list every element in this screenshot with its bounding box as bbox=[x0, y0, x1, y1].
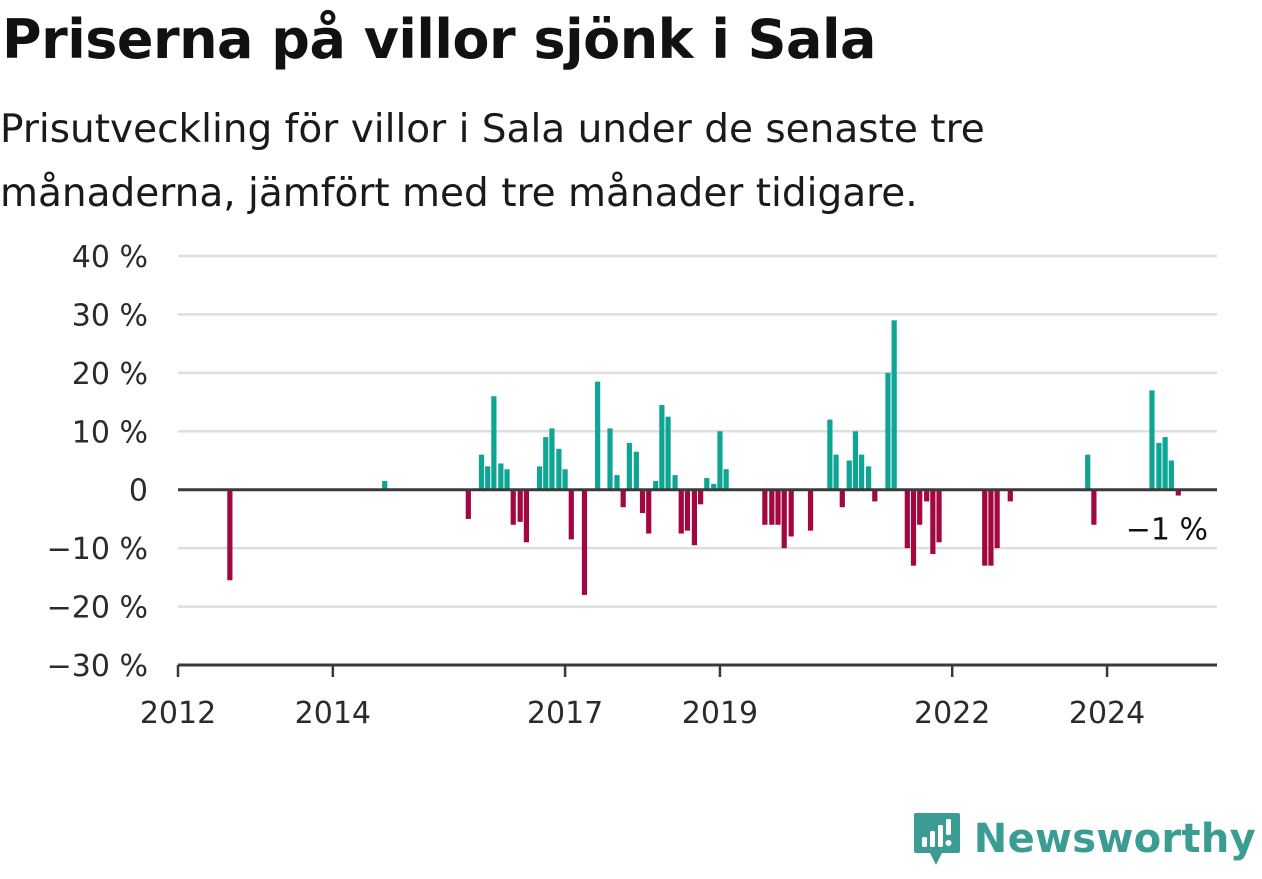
bar bbox=[988, 489, 994, 566]
y-tick-label: −30 % bbox=[47, 649, 148, 684]
y-tick-label: 0 bbox=[129, 474, 148, 509]
bar bbox=[491, 396, 497, 490]
bar bbox=[562, 469, 568, 490]
bar bbox=[595, 381, 601, 490]
bar bbox=[866, 466, 872, 490]
bar bbox=[885, 372, 891, 490]
bar bbox=[684, 489, 691, 531]
bar bbox=[781, 489, 787, 549]
bar bbox=[568, 489, 574, 540]
x-tick-label: 2017 bbox=[527, 696, 603, 731]
bar bbox=[1162, 437, 1168, 490]
gridlines bbox=[178, 254, 1217, 608]
bar bbox=[788, 489, 794, 537]
bar bbox=[1168, 460, 1174, 490]
bar bbox=[543, 437, 549, 490]
bar bbox=[762, 489, 768, 525]
bar bbox=[626, 442, 632, 490]
bar bbox=[678, 489, 684, 534]
x-tick-label: 2022 bbox=[914, 696, 990, 731]
bar bbox=[839, 489, 845, 508]
last-value-label: −1 % bbox=[1126, 513, 1208, 548]
bar bbox=[982, 489, 988, 566]
brand-logo: Newsworthy bbox=[912, 811, 1256, 867]
bar bbox=[775, 489, 781, 525]
bar bbox=[498, 463, 504, 490]
newsworthy-logo-icon bbox=[913, 813, 960, 865]
bar bbox=[659, 404, 665, 490]
bar bbox=[1156, 442, 1162, 490]
y-tick-label: 20 % bbox=[72, 357, 148, 392]
bar bbox=[382, 480, 388, 490]
bar bbox=[633, 451, 639, 490]
bar bbox=[691, 489, 698, 546]
bar bbox=[994, 489, 1000, 549]
tick-labels: 40 % 30 % 20 % 10 % 0 −10 % −20 % −30 % 2012 2014… bbox=[47, 240, 1208, 731]
bar bbox=[665, 416, 671, 490]
x-tick-label: 2019 bbox=[682, 696, 758, 731]
bar bbox=[852, 431, 859, 490]
bar bbox=[1175, 489, 1181, 496]
bar bbox=[833, 454, 839, 490]
bar bbox=[1007, 489, 1013, 502]
chart-subtitle: Prisutveckling för villor i Sala under d… bbox=[0, 107, 985, 216]
x-tick-label: 2024 bbox=[1069, 696, 1145, 731]
bar bbox=[711, 483, 717, 490]
bar bbox=[614, 475, 620, 490]
bar bbox=[717, 431, 723, 490]
brand-name: Newsworthy bbox=[973, 816, 1256, 862]
bar bbox=[723, 469, 729, 490]
bar bbox=[1149, 390, 1155, 490]
bar bbox=[227, 489, 233, 581]
bar bbox=[653, 480, 659, 490]
bar bbox=[536, 466, 543, 490]
bar bbox=[910, 489, 917, 566]
bar bbox=[517, 489, 523, 522]
bar bbox=[620, 489, 626, 508]
bar bbox=[607, 428, 613, 490]
bar bbox=[936, 489, 942, 543]
bar bbox=[485, 466, 491, 490]
axes bbox=[176, 488, 1217, 677]
bar bbox=[704, 478, 710, 490]
bar bbox=[859, 454, 865, 490]
bar bbox=[769, 489, 775, 525]
bar bbox=[556, 448, 562, 490]
bar bbox=[672, 475, 678, 490]
bar bbox=[846, 460, 852, 490]
bar bbox=[523, 489, 529, 543]
bars bbox=[227, 320, 1181, 595]
bar bbox=[639, 489, 646, 514]
chart-title: Priserna på villor sjönk i Sala bbox=[2, 8, 876, 71]
bar bbox=[1091, 489, 1097, 525]
x-tick-label: 2014 bbox=[295, 696, 371, 731]
bar bbox=[930, 489, 936, 554]
y-tick-label: −10 % bbox=[47, 532, 148, 567]
x-tick-label: 2012 bbox=[140, 696, 216, 731]
y-tick-label: 30 % bbox=[72, 298, 148, 333]
bar bbox=[924, 489, 930, 502]
bar bbox=[646, 489, 652, 534]
y-tick-label: 10 % bbox=[72, 415, 148, 450]
bar bbox=[917, 489, 923, 525]
y-tick-label: −20 % bbox=[47, 591, 148, 626]
bar bbox=[891, 320, 897, 490]
y-tick-label: 40 % bbox=[72, 240, 148, 275]
bar bbox=[549, 428, 555, 490]
bar bbox=[1085, 454, 1091, 490]
bar bbox=[510, 489, 516, 525]
bar bbox=[581, 489, 588, 595]
bar bbox=[904, 489, 910, 549]
bar bbox=[465, 489, 471, 519]
bar bbox=[807, 489, 814, 531]
bar bbox=[504, 469, 510, 490]
bar bbox=[697, 489, 704, 505]
bar bbox=[478, 454, 485, 490]
bar bbox=[827, 419, 833, 490]
bar bbox=[872, 489, 878, 502]
